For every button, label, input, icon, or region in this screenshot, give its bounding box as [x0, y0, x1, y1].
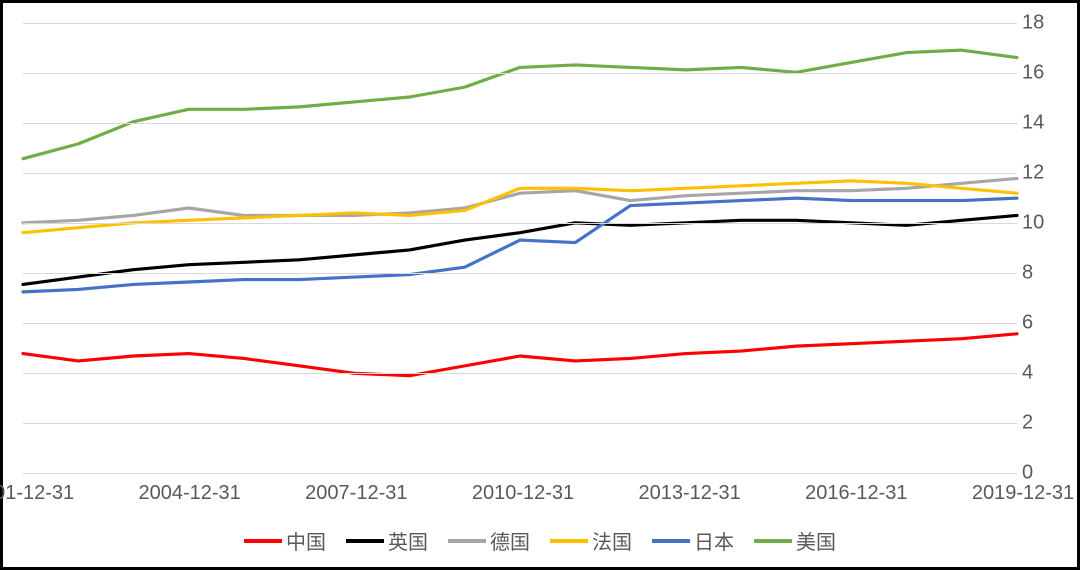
gridline	[23, 73, 1017, 74]
chart-container: 中国英国德国法国日本美国 0246810121416182001-12-3120…	[0, 0, 1080, 570]
legend-label: 法国	[592, 526, 632, 555]
x-tick-label: 2004-12-31	[139, 482, 241, 505]
x-tick-label: 2007-12-31	[305, 482, 407, 505]
y-tick-label: 18	[1022, 12, 1062, 35]
y-tick-label: 16	[1022, 62, 1062, 85]
legend-swatch	[346, 539, 384, 543]
legend-swatch	[754, 539, 792, 543]
y-tick-label: 4	[1022, 362, 1062, 385]
series-line-日本	[23, 198, 1017, 292]
gridline	[23, 373, 1017, 374]
gridline	[23, 223, 1017, 224]
series-line-中国	[23, 334, 1017, 376]
x-tick-label: 2016-12-31	[805, 482, 907, 505]
x-tick-label: 2010-12-31	[472, 482, 574, 505]
legend-label: 德国	[490, 526, 530, 555]
x-tick-label: 2019-12-31	[972, 482, 1074, 505]
line-plot-svg	[23, 23, 1017, 467]
legend-item: 英国	[346, 526, 428, 555]
legend-swatch	[448, 539, 486, 543]
legend-swatch	[550, 539, 588, 543]
legend: 中国 英国 德国 法国 日本 美国	[3, 526, 1077, 555]
gridline	[23, 23, 1017, 24]
legend-label: 日本	[694, 526, 734, 555]
y-tick-label: 2	[1022, 412, 1062, 435]
y-tick-label: 10	[1022, 212, 1062, 235]
legend-item: 美国	[754, 526, 836, 555]
legend-label: 美国	[796, 526, 836, 555]
gridline	[23, 423, 1017, 424]
gridline	[23, 323, 1017, 324]
legend-item: 法国	[550, 526, 632, 555]
gridline	[23, 273, 1017, 274]
y-tick-label: 14	[1022, 112, 1062, 135]
x-tick-label: 2001-12-31	[0, 482, 74, 505]
legend-label: 英国	[388, 526, 428, 555]
series-line-英国	[23, 215, 1017, 284]
legend-label: 中国	[286, 526, 326, 555]
y-tick-label: 12	[1022, 162, 1062, 185]
legend-swatch	[652, 539, 690, 543]
y-tick-label: 6	[1022, 312, 1062, 335]
gridline	[23, 473, 1017, 474]
gridline	[23, 123, 1017, 124]
series-line-美国	[23, 50, 1017, 159]
gridline	[23, 173, 1017, 174]
x-tick-label: 2013-12-31	[639, 482, 741, 505]
y-tick-label: 8	[1022, 262, 1062, 285]
legend-item: 日本	[652, 526, 734, 555]
legend-item: 德国	[448, 526, 530, 555]
plot-area	[23, 23, 1017, 467]
legend-swatch	[244, 539, 282, 543]
legend-item: 中国	[244, 526, 326, 555]
